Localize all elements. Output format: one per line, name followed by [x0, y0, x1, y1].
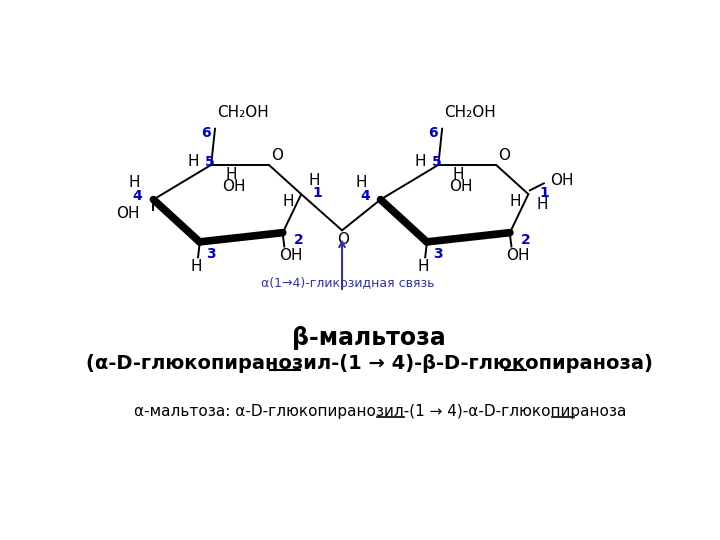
- Text: H: H: [187, 153, 199, 168]
- Text: CH₂OH: CH₂OH: [444, 105, 496, 120]
- Text: β-мальтоза: β-мальтоза: [292, 326, 446, 350]
- Text: H: H: [190, 259, 202, 274]
- Text: H: H: [309, 173, 320, 188]
- Text: CH₂OH: CH₂OH: [217, 105, 269, 120]
- Text: 3: 3: [433, 247, 443, 261]
- Text: 6: 6: [201, 126, 210, 140]
- Text: OH: OH: [550, 173, 573, 188]
- Text: H: H: [536, 198, 548, 212]
- Text: H: H: [417, 259, 428, 274]
- Text: 4: 4: [133, 188, 143, 202]
- Text: H: H: [128, 175, 140, 190]
- Text: O: O: [271, 147, 283, 163]
- Text: 5: 5: [204, 155, 215, 169]
- Text: 5: 5: [432, 155, 441, 169]
- Text: OH: OH: [449, 179, 472, 194]
- Text: 2: 2: [294, 233, 303, 247]
- Text: 1: 1: [539, 186, 549, 200]
- Text: 6: 6: [428, 126, 438, 140]
- Text: H: H: [282, 194, 294, 210]
- Text: H: H: [355, 175, 366, 190]
- Text: 3: 3: [206, 247, 215, 261]
- Text: OH: OH: [222, 179, 246, 194]
- Text: 4: 4: [360, 188, 370, 202]
- Text: H: H: [452, 167, 464, 181]
- Text: 2: 2: [521, 233, 531, 247]
- Text: O: O: [498, 147, 510, 163]
- Text: α-мальтоза: α-D-глюкопиранозил-(1 → 4)-α-D-глюкопираноза: α-мальтоза: α-D-глюкопиранозил-(1 → 4)-α…: [134, 404, 626, 419]
- Text: 1: 1: [312, 186, 322, 200]
- Text: H: H: [225, 167, 236, 181]
- Text: H: H: [415, 153, 426, 168]
- Text: (α-D-глюкопиранозил-(1 → 4)-β-D-глюкопираноза): (α-D-глюкопиранозил-(1 → 4)-β-D-глюкопир…: [86, 354, 652, 373]
- Text: O: O: [337, 232, 348, 247]
- Text: OH: OH: [116, 206, 140, 221]
- Text: α(1→4)-гликозидная связь: α(1→4)-гликозидная связь: [261, 276, 435, 289]
- Text: OH: OH: [506, 248, 529, 264]
- Text: H: H: [509, 194, 521, 210]
- Text: OH: OH: [279, 248, 302, 264]
